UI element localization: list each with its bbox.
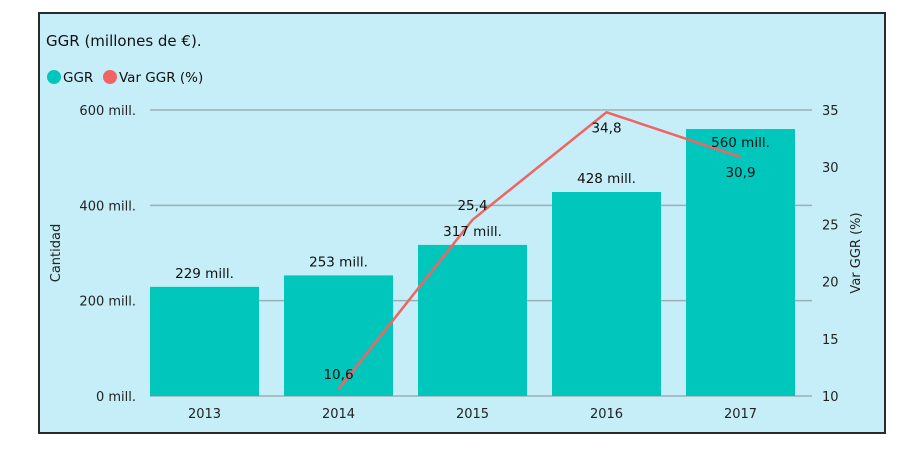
bar-2015 <box>418 244 527 396</box>
y-tick-label: 400 mill. <box>79 199 136 214</box>
legend-marker-ggr <box>47 70 61 84</box>
bar-data-label: 560 mill. <box>711 135 770 151</box>
x-tick-label: 2014 <box>322 407 355 422</box>
y2-tick-label: 30 <box>822 161 839 176</box>
y2-axis-label: Var GGR (%) <box>849 212 864 293</box>
y-tick-label: 0 mill. <box>96 390 136 405</box>
bar-2017 <box>686 129 795 397</box>
legend: GGR Var GGR (%) <box>47 70 203 86</box>
y-tick-label: 200 mill. <box>79 295 136 310</box>
legend-label-ggr: GGR <box>63 70 93 86</box>
y2-tick-label: 35 <box>822 104 839 119</box>
bar-2014 <box>284 275 393 396</box>
bar-2013 <box>150 286 259 396</box>
bar-data-label: 317 mill. <box>443 224 502 240</box>
x-tick-label: 2015 <box>456 407 489 422</box>
y2-tick-label: 25 <box>822 218 839 233</box>
bar-2016 <box>552 191 661 396</box>
y-tick-label: 600 mill. <box>79 104 136 119</box>
chart-title: GGR (millones de €). <box>46 32 202 50</box>
y-axis-label: Cantidad <box>49 224 64 282</box>
bar-data-label: 229 mill. <box>175 266 234 282</box>
bar-data-label: 428 mill. <box>577 171 636 187</box>
x-tick-label: 2016 <box>590 407 623 422</box>
legend-label-var: Var GGR (%) <box>119 70 203 86</box>
legend-marker-var <box>103 70 117 84</box>
line-data-label: 30,9 <box>725 165 755 181</box>
y2-tick-label: 20 <box>822 276 839 291</box>
line-data-label: 10,6 <box>323 367 353 383</box>
var-ggr-line <box>337 110 741 390</box>
line-data-label: 34,8 <box>591 120 621 136</box>
line-data-label: 25,4 <box>457 198 487 214</box>
y2-tick-label: 10 <box>822 390 839 405</box>
x-tick-label: 2017 <box>724 407 757 422</box>
y2-tick-label: 15 <box>822 333 839 348</box>
bar-data-label: 253 mill. <box>309 254 368 270</box>
x-tick-label: 2013 <box>188 407 221 422</box>
